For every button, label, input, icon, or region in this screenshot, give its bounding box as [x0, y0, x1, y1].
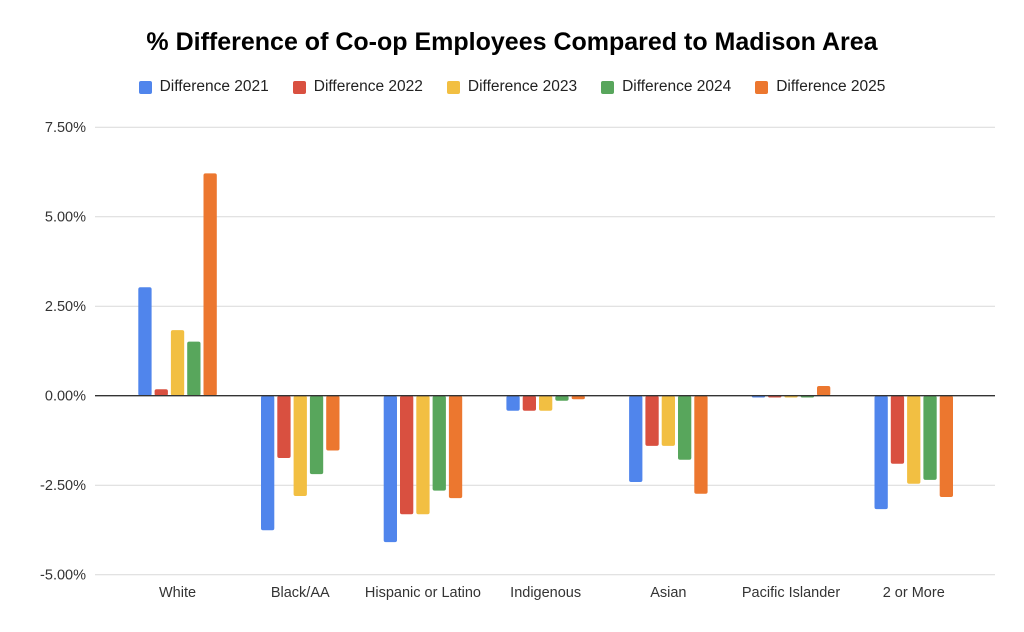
- x-tick-label: Hispanic or Latino: [365, 585, 481, 601]
- bar[interactable]: [923, 395, 937, 480]
- bar[interactable]: [432, 395, 446, 491]
- x-tick-label: Indigenous: [510, 585, 581, 601]
- bar[interactable]: [400, 395, 414, 515]
- bar[interactable]: [555, 395, 569, 401]
- x-tick-label: Pacific Islander: [742, 585, 840, 601]
- bar[interactable]: [678, 395, 692, 460]
- legend-swatch: [755, 80, 769, 94]
- y-tick-label: 7.50%: [45, 120, 86, 136]
- bar[interactable]: [645, 395, 659, 446]
- bar[interactable]: [154, 389, 168, 396]
- bar[interactable]: [277, 395, 291, 458]
- y-tick-label: -2.50%: [40, 478, 86, 494]
- bar[interactable]: [187, 341, 201, 396]
- bar[interactable]: [170, 330, 185, 396]
- bar[interactable]: [416, 395, 430, 515]
- x-tick-label: White: [159, 585, 196, 601]
- legend-item[interactable]: Difference 2022: [292, 78, 423, 96]
- bar[interactable]: [522, 395, 536, 411]
- bar[interactable]: [539, 395, 553, 411]
- bar[interactable]: [309, 395, 324, 475]
- legend-label: Difference 2021: [159, 78, 269, 95]
- legend-item[interactable]: Difference 2024: [601, 78, 731, 96]
- legend-item[interactable]: Difference 2023: [446, 78, 578, 96]
- bar[interactable]: [261, 395, 275, 531]
- bar[interactable]: [293, 395, 307, 496]
- bar[interactable]: [890, 395, 905, 464]
- bar[interactable]: [448, 395, 463, 499]
- legend-label: Difference 2024: [622, 78, 732, 95]
- bar[interactable]: [138, 287, 152, 396]
- bar[interactable]: [907, 395, 921, 484]
- legend-label: Difference 2025: [776, 78, 886, 95]
- bar[interactable]: [694, 395, 708, 494]
- bar[interactable]: [383, 395, 397, 543]
- bar[interactable]: [571, 395, 585, 400]
- legend: Difference 2021 Difference 2022 Difference…: [0, 78, 1024, 96]
- bar[interactable]: [629, 395, 643, 482]
- y-tick-label: 2.50%: [45, 299, 86, 315]
- bar[interactable]: [874, 395, 888, 510]
- legend-swatch: [601, 80, 615, 94]
- bar[interactable]: [506, 395, 520, 411]
- bar[interactable]: [661, 395, 675, 446]
- y-tick-label: 5.00%: [45, 210, 86, 226]
- legend-item[interactable]: Difference 2021: [138, 78, 269, 96]
- legend-swatch: [446, 80, 460, 94]
- chart-title: % Difference of Co-op Employees Compared…: [146, 28, 878, 56]
- legend-swatch: [292, 80, 306, 94]
- legend-swatch: [138, 80, 152, 94]
- x-tick-label: Black/AA: [271, 585, 330, 601]
- bar[interactable]: [326, 395, 340, 451]
- bar[interactable]: [939, 395, 953, 498]
- y-tick-label: -5.00%: [40, 568, 86, 584]
- bar[interactable]: [203, 173, 217, 396]
- x-tick-label: 2 or More: [883, 585, 945, 601]
- legend-label: Difference 2023: [467, 78, 578, 95]
- legend-item[interactable]: Difference 2025: [755, 78, 885, 96]
- legend-label: Difference 2022: [313, 78, 423, 95]
- x-tick-label: Asian: [650, 585, 686, 601]
- bar[interactable]: [817, 386, 831, 396]
- y-tick-label: 0.00%: [45, 389, 86, 405]
